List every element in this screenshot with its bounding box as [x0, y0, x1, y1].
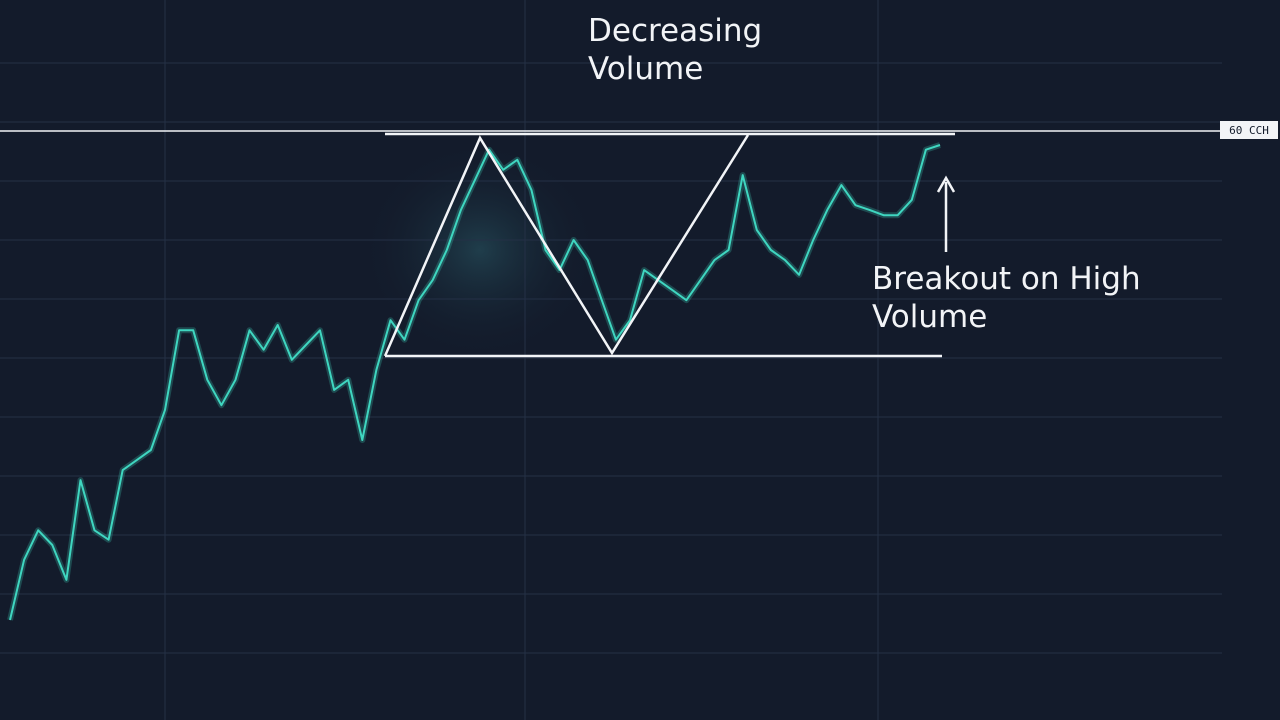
pattern-zigzag [383, 134, 750, 357]
price-tag: 60 CCH [1229, 124, 1269, 137]
pattern [0, 130, 1220, 358]
glow [360, 140, 600, 360]
grid [0, 62, 1222, 654]
price-series [9, 144, 941, 621]
annotation: Decreasing Volume [588, 13, 763, 87]
series [7, 142, 941, 621]
annotation: Breakout on High Volume [872, 261, 1141, 335]
arrow-head [936, 175, 956, 193]
price-tag-box [1220, 121, 1278, 139]
